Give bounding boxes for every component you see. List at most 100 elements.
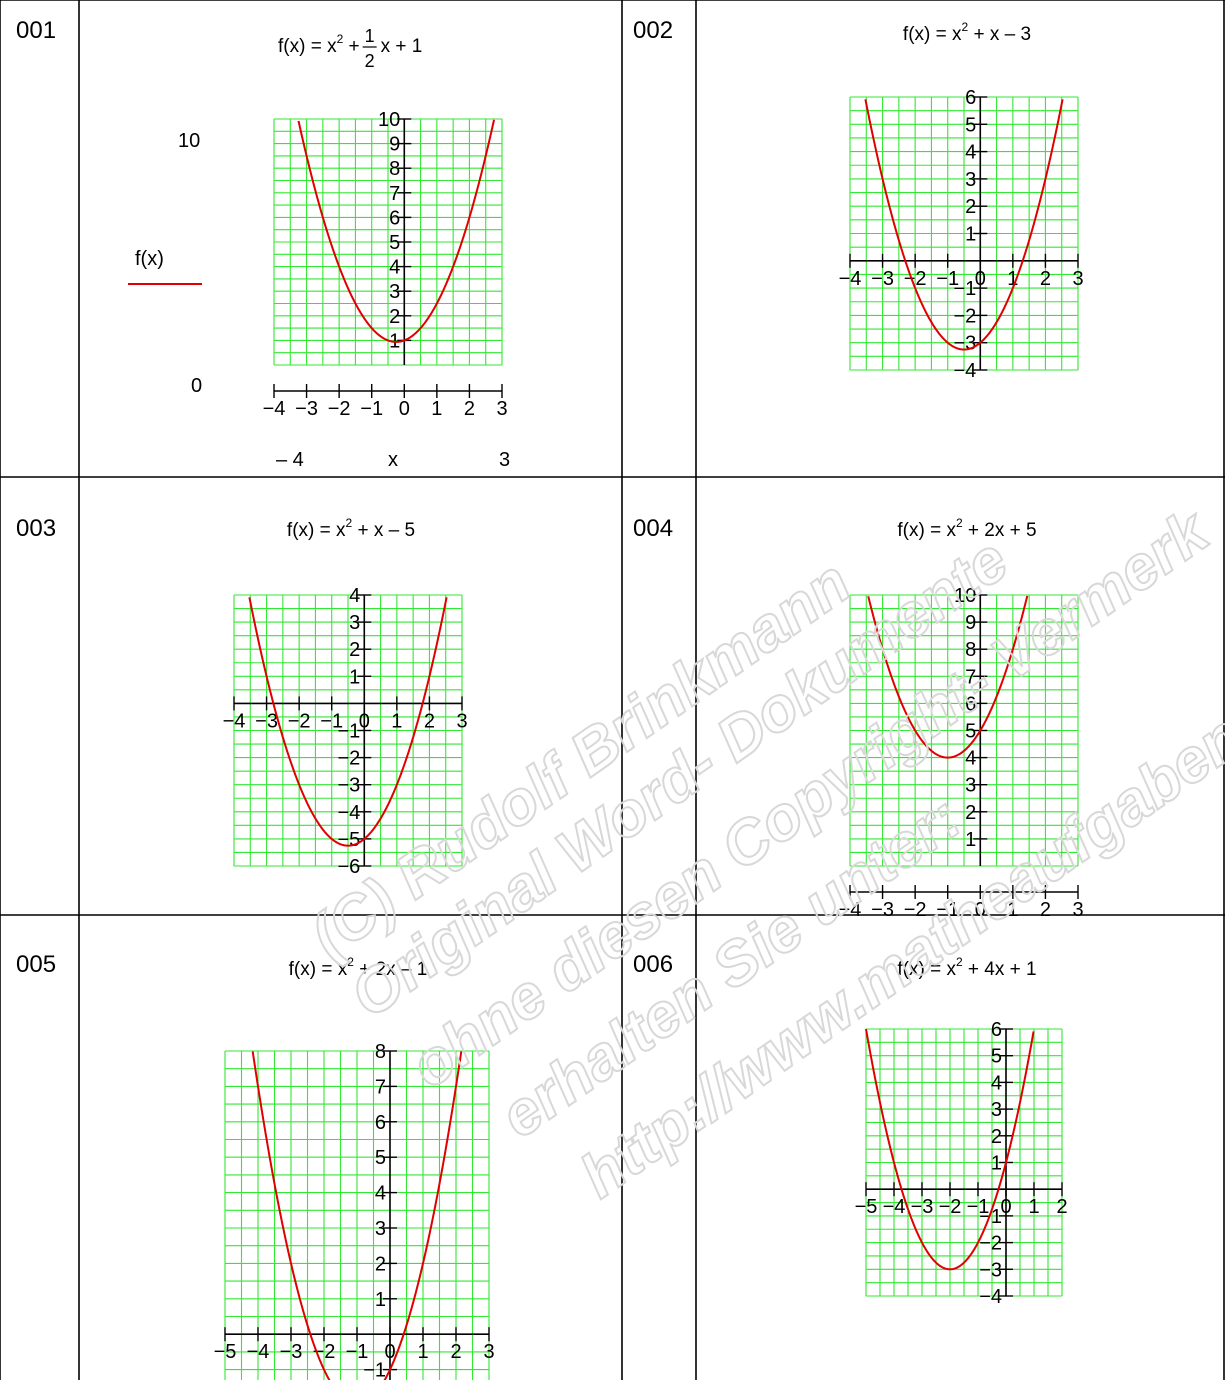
x-tick-label: −3 (255, 710, 278, 732)
x-tick-label: 0 (975, 899, 986, 921)
y-tick-label: −3 (953, 333, 976, 355)
y-tick-label: −3 (979, 1259, 1002, 1281)
y-tick-label: 5 (389, 232, 400, 254)
x-tick-label: 1 (1007, 268, 1018, 290)
x-tick-label: 0 (975, 268, 986, 290)
y-tick-label: 2 (965, 196, 976, 218)
x-tick-label: −2 (939, 1196, 962, 1218)
y-tick-label: 3 (349, 612, 360, 634)
y-tick-label: −4 (337, 802, 360, 824)
chart-002: 002 f(x) = x2 + x – 3−4 −3 −2 −1 0 1 2 3−4−3−2−1… (633, 17, 1084, 382)
title-post: x + 1 (381, 36, 423, 57)
y-tick-label: 5 (991, 1046, 1002, 1068)
x-tick-label: 0 (384, 1341, 395, 1363)
exercise-number: 005 (16, 951, 56, 978)
title-frac-den: 2 (365, 51, 375, 71)
exercise-number: 003 (16, 515, 56, 542)
plot-grid (865, 1028, 1063, 1297)
title-post: + x – 5 (352, 520, 415, 541)
y-tick-label: 1 (349, 666, 360, 688)
y-tick-label: 3 (389, 281, 400, 303)
y-tick-label: 5 (965, 721, 976, 743)
y-tick-label: 8 (389, 158, 400, 180)
x-tick-label: 2 (1056, 1196, 1067, 1218)
x-tick-label: −1 (360, 398, 383, 420)
y-tick-label: 6 (991, 1019, 1002, 1041)
x-tick-label: −1 (936, 899, 959, 921)
x-tick-label: −4 (839, 268, 862, 290)
series-line-f (297, 119, 495, 343)
x-tick-label: 3 (496, 398, 507, 420)
x-tick-label: −3 (871, 899, 894, 921)
x-tick-label: 3 (456, 710, 467, 732)
title-pre: f(x) = x (289, 959, 348, 980)
y-tick-label: 3 (375, 1218, 386, 1240)
title-pre: f(x) = x (903, 24, 962, 45)
x-tick-label: 1 (431, 398, 442, 420)
y-tick-label: 5 (375, 1147, 386, 1169)
y-tick-label: −4 (979, 1286, 1002, 1308)
chart-title: f(x) = x2 + x – 3 (903, 20, 1031, 45)
x-tick-label: −4 (247, 1341, 270, 1363)
x-tick-label: −4 (263, 398, 286, 420)
x-tick-label: 1 (1007, 899, 1018, 921)
y-tick-label: −1 (953, 278, 976, 300)
y-tick-label: 7 (965, 666, 976, 688)
y-tick-label: 1 (991, 1153, 1002, 1175)
exercise-number: 006 (633, 951, 673, 978)
x-tick-label: 2 (464, 398, 475, 420)
y-tick-label: 2 (991, 1126, 1002, 1148)
title-sup: 2 (347, 955, 354, 969)
y-tick-label: 1 (965, 829, 976, 851)
chart-title: f(x) = x2 + x – 5 (287, 516, 415, 541)
y-tick-label: 10 (954, 585, 976, 607)
x-tick-label: −1 (320, 710, 343, 732)
x-tick-label: −5 (214, 1341, 237, 1363)
x-tick-label: −2 (288, 710, 311, 732)
y-tick-label: 2 (965, 802, 976, 824)
y-tick-label: 2 (349, 639, 360, 661)
x-tick-label: 2 (1040, 268, 1051, 290)
title-pre: f(x) = x (287, 520, 346, 541)
x-tick-label: 1 (1028, 1196, 1039, 1218)
y-tick-label: 9 (965, 612, 976, 634)
y-tick-label: −2 (953, 305, 976, 327)
y-tick-label: −6 (337, 856, 360, 878)
y-tick-label: −3 (337, 775, 360, 797)
series-line-f (867, 595, 1029, 759)
y-tick-label: 4 (965, 748, 976, 770)
y-tick-label: −1 (979, 1206, 1002, 1228)
series-line-f (864, 99, 1064, 351)
title-pre: f(x) = x (897, 520, 956, 541)
y-tick-label: −1 (337, 721, 360, 743)
series-line-f (865, 1028, 1035, 1271)
y-tick-label: −4 (953, 360, 976, 382)
x-tick-label: 0 (1000, 1196, 1011, 1218)
y-tick-label: −1 (363, 1360, 386, 1380)
chart-004: 004 f(x) = x2 + 2x + 5−4 −3 −2 −1 0 1 2 31234567… (633, 515, 1084, 921)
x-tick-label: −3 (871, 268, 894, 290)
x-axis-label: x (388, 449, 398, 471)
x-tick-label: −4 (839, 899, 862, 921)
x-tick-label: −5 (855, 1196, 878, 1218)
title-sup: 2 (962, 20, 969, 34)
y-tick-label: 6 (965, 693, 976, 715)
chart-title: f(x) = x2 + (278, 32, 360, 57)
title-sup: 2 (346, 516, 353, 530)
title-pre: f(x) = x (897, 959, 956, 980)
title-pre: f(x) = x (278, 36, 337, 57)
plot-grid (273, 118, 503, 366)
y-tick-label: 6 (389, 207, 400, 229)
x-range-min: – 4 (276, 449, 304, 471)
legend-label: f(x) (135, 248, 164, 270)
title-post: + 2x + 5 (963, 520, 1037, 541)
y-tick-label: 3 (991, 1099, 1002, 1121)
chart-006: 006 f(x) = x2 + 4x + 1−5 −4 −3 −2 −1 0 1 2−4−3−2… (633, 951, 1068, 1308)
y-tick-label: 1 (375, 1289, 386, 1311)
x-tick-label: 0 (359, 710, 370, 732)
